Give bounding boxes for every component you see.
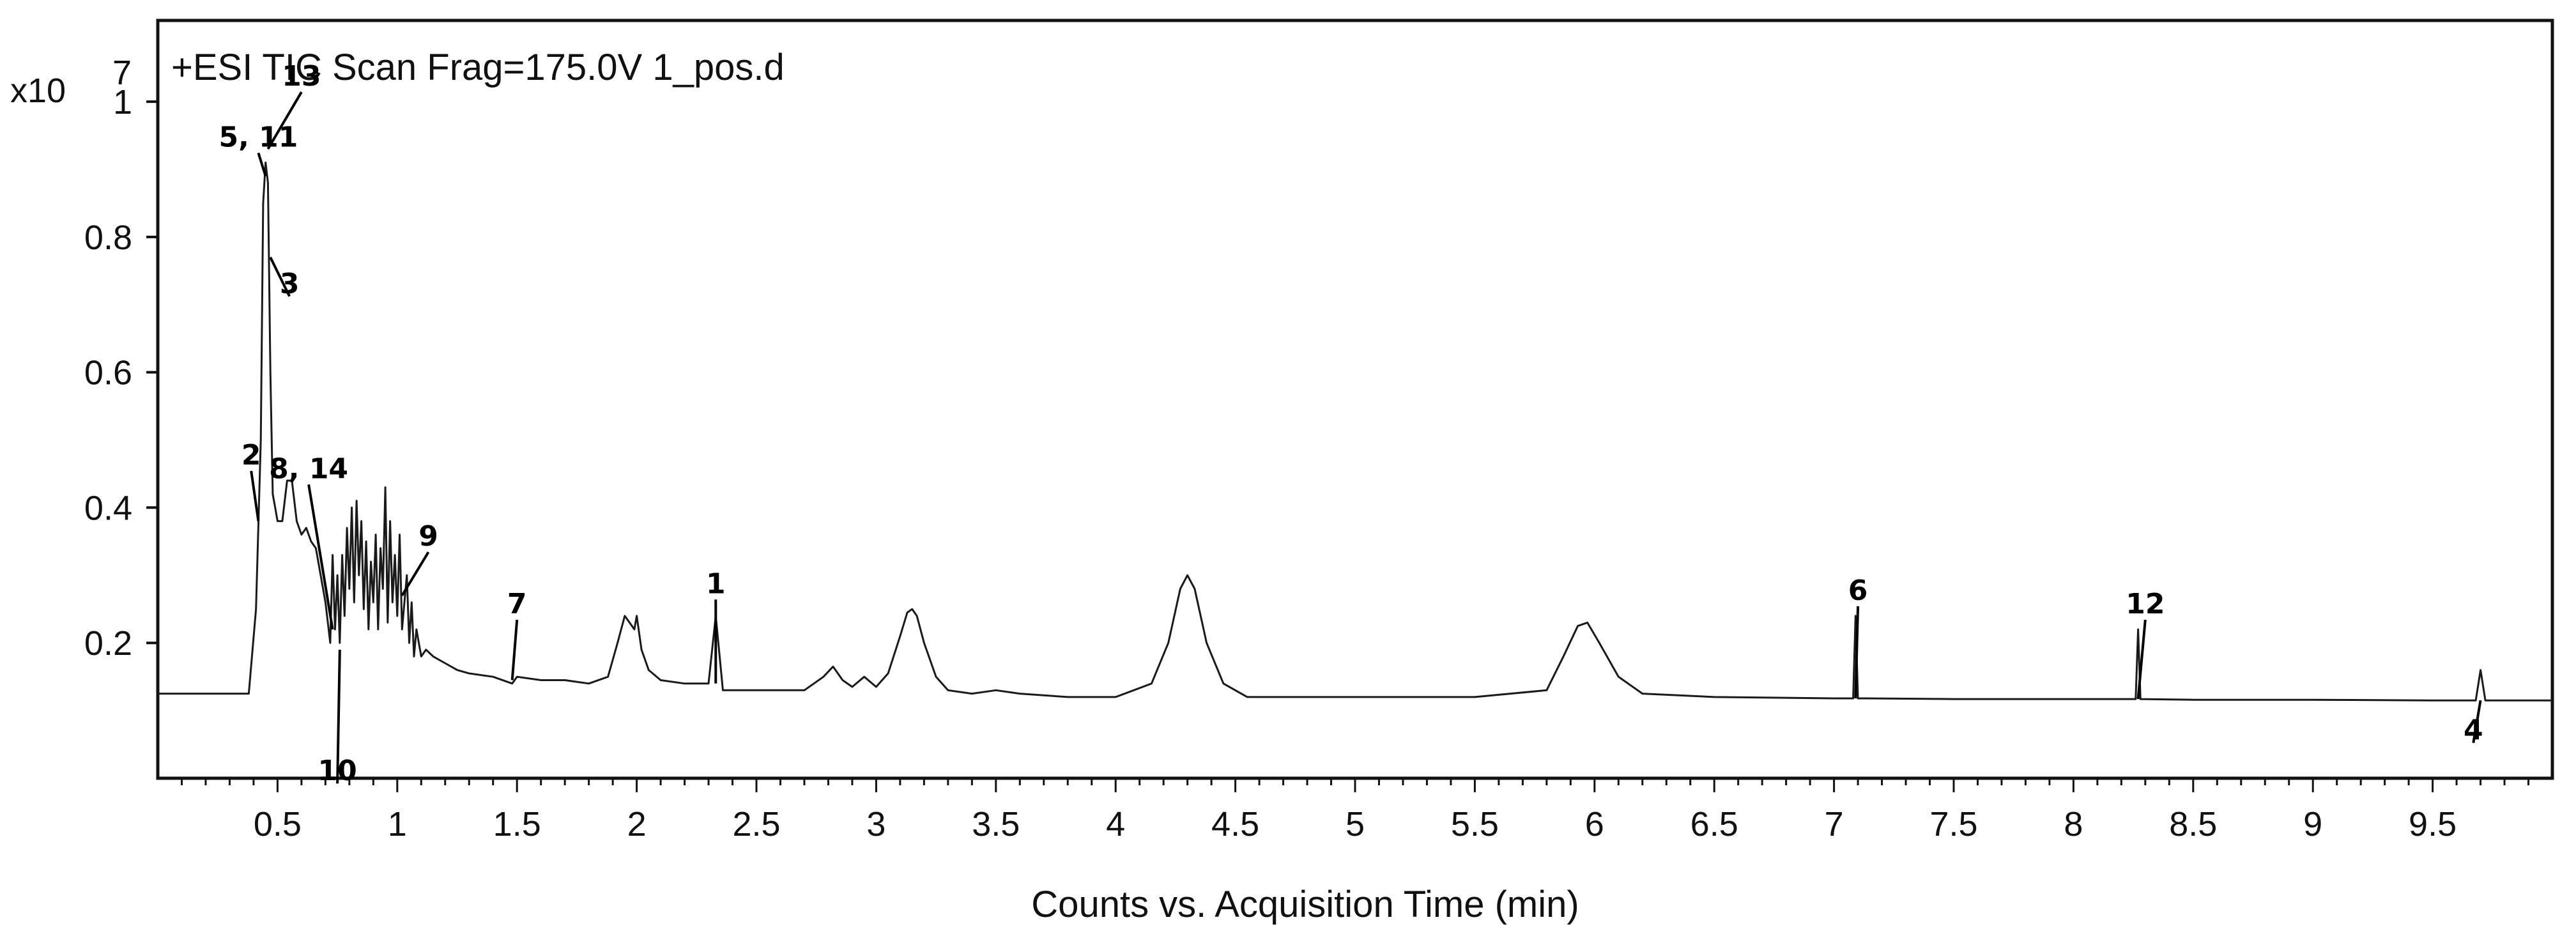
peak-label: 2	[241, 439, 261, 472]
x-tick-label: 2.5	[732, 805, 780, 843]
peak-leader-line	[510, 619, 519, 680]
x-tick-label: 8.5	[2169, 805, 2217, 843]
x-axis-title: Counts vs. Acquisition Time (min)	[1031, 884, 1579, 925]
peak-label: 9	[418, 520, 438, 553]
peak-label: 1	[706, 567, 726, 600]
peak-label: 3	[280, 268, 300, 300]
x-tick-label: 8	[2064, 805, 2083, 843]
peak-leader-line	[336, 649, 341, 784]
x-tick-label: 1.5	[493, 805, 541, 843]
x-tick-label: 2	[627, 805, 647, 843]
x-tick-label: 4.5	[1211, 805, 1259, 843]
peak-label: 7	[507, 588, 527, 620]
peak-leader-line	[401, 551, 430, 597]
y-multiplier-base: x10	[10, 72, 66, 110]
peak-label: 13	[282, 60, 321, 93]
x-tick-label: 0.5	[254, 805, 302, 843]
peak-label: 10	[318, 755, 356, 787]
peak-label: 12	[2126, 588, 2165, 620]
y-tick-label: 0.8	[84, 219, 132, 257]
x-tick-label: 6	[1585, 805, 1604, 843]
y-axis: 0.2 0.4 0.6 0.8 1	[84, 83, 158, 663]
peak-label: 6	[1848, 574, 1868, 607]
y-tick-label: 0.6	[84, 354, 132, 392]
x-axis: 0.5 1 1.5 2 2.5 3 3.5 4 4.5 5 5.5 6 6.5 7 7.5 8 8.5 9 9.5	[180, 778, 2530, 843]
peak-label: 8, 14	[269, 452, 348, 485]
peak-leader-line	[1854, 606, 1860, 699]
chart-title: +ESI TIC Scan Frag=175.0V 1_pos.d	[171, 47, 785, 88]
x-tick-label: 3	[866, 805, 885, 843]
peak-leader-line	[266, 91, 303, 150]
x-tick-label: 7.5	[1929, 805, 1977, 843]
x-tick-label: 9.5	[2409, 805, 2457, 843]
tic-trace-line	[158, 161, 2552, 702]
x-tick-label: 4	[1106, 805, 1125, 843]
peak-leader-line	[257, 152, 267, 177]
x-tick-label: 9	[2303, 805, 2322, 843]
y-multiplier-exponent: 7	[112, 54, 132, 92]
x-tick-label: 6.5	[1690, 805, 1738, 843]
peak-labels: 5, 11 13 3 2 8, 14 9 10 7 1 6 12 4	[218, 60, 2483, 787]
peak-leader-line	[2472, 700, 2482, 744]
x-tick-label: 5.5	[1451, 805, 1499, 843]
peak-leader-line	[2136, 619, 2147, 700]
y-tick-label: 0.4	[84, 489, 132, 527]
peak-label: 5, 11	[218, 121, 298, 153]
peak-label: 4	[2464, 714, 2483, 747]
y-tick-label: 1	[113, 83, 132, 121]
peak-leader-line	[307, 484, 334, 630]
plot-frame	[156, 19, 2554, 780]
x-tick-label: 5	[1346, 805, 1365, 843]
peak-leader-line	[250, 470, 260, 521]
x-tick-label: 7	[1825, 805, 1844, 843]
peak-leader-line	[269, 256, 291, 297]
y-tick-label: 0.2	[84, 624, 132, 663]
x-tick-label: 3.5	[972, 805, 1020, 843]
x-tick-label: 1	[388, 805, 407, 843]
